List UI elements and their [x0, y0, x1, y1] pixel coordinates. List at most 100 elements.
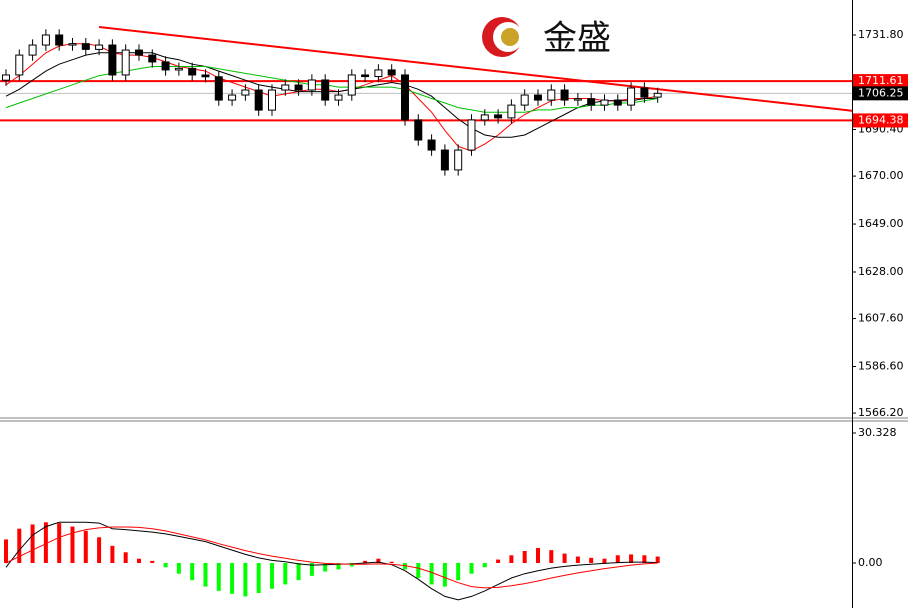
- candle-body: [321, 79, 330, 101]
- histogram-bar: [17, 528, 22, 563]
- histogram-bar: [363, 560, 368, 563]
- histogram-bar: [296, 562, 301, 581]
- candle-body: [640, 87, 649, 98]
- histogram-bar: [615, 555, 620, 563]
- histogram-bar: [589, 557, 594, 563]
- candle-body: [307, 79, 316, 91]
- candle-body: [134, 49, 143, 56]
- histogram-bar: [482, 562, 487, 568]
- candle-body: [600, 99, 609, 106]
- histogram-bar: [30, 524, 35, 563]
- candle-body: [520, 94, 529, 106]
- histogram-bar: [496, 559, 501, 563]
- histogram-bar: [509, 555, 514, 563]
- histogram-bar: [136, 558, 141, 563]
- histogram-bar: [535, 547, 540, 563]
- histogram-bar: [216, 562, 221, 591]
- candle-body: [148, 54, 157, 63]
- price-label: 1711.61: [858, 74, 904, 87]
- histogram-bar: [230, 562, 235, 594]
- histogram-bar: [575, 556, 580, 563]
- candle-body: [613, 99, 622, 106]
- histogram-bar: [336, 562, 341, 570]
- candle-body: [68, 43, 77, 46]
- y-tick-label: 30.328: [858, 426, 897, 439]
- histogram-bar: [269, 562, 274, 589]
- price-label-box: [853, 86, 908, 101]
- candle-body: [174, 67, 183, 71]
- histogram-bar: [456, 562, 461, 581]
- candle-body: [241, 89, 250, 96]
- y-tick-label: 0.00: [858, 556, 883, 569]
- candle-body: [201, 74, 210, 78]
- histogram-bar: [562, 553, 567, 563]
- histogram-bar: [429, 562, 434, 585]
- histogram-bar: [629, 554, 634, 563]
- y-tick-label: 1731.80: [858, 28, 904, 41]
- candle-body: [334, 94, 343, 101]
- histogram-bar: [283, 562, 288, 585]
- candle-body: [467, 119, 476, 151]
- price-label: 1694.38: [858, 113, 904, 126]
- candle-body: [254, 89, 263, 111]
- histogram-bar: [256, 562, 261, 593]
- histogram-bar: [323, 562, 328, 572]
- histogram-bar: [150, 560, 155, 563]
- histogram-bar: [602, 558, 607, 563]
- candle-body: [361, 74, 370, 78]
- candle-body: [81, 43, 90, 50]
- candle-body: [587, 98, 596, 106]
- candle-body: [494, 114, 503, 119]
- histogram-bar: [655, 556, 660, 563]
- price-label-box: [853, 113, 908, 128]
- candle-body: [121, 49, 130, 76]
- macd-line: [5, 526, 658, 589]
- y-tick-label: 1586.60: [858, 360, 904, 373]
- candle-body: [440, 149, 449, 171]
- histogram-bar: [70, 526, 75, 563]
- histogram-bar: [190, 562, 195, 581]
- histogram-bar: [163, 562, 168, 568]
- price-label-box: [853, 74, 908, 89]
- candle-body: [347, 74, 356, 96]
- candle-body: [533, 94, 542, 101]
- y-tick-label: 1628.00: [858, 265, 904, 278]
- y-tick-label: 1607.60: [858, 312, 904, 325]
- histogram-bar: [43, 522, 48, 563]
- candle-body: [188, 67, 197, 76]
- candle-body: [108, 44, 117, 76]
- y-tick-label: 1566.20: [858, 406, 904, 419]
- candle-body: [294, 84, 303, 91]
- candle-body: [627, 87, 636, 106]
- histogram-bar: [642, 555, 647, 563]
- histogram-bar: [416, 562, 421, 578]
- candle-body: [573, 98, 582, 101]
- histogram-bar: [469, 562, 474, 574]
- candle-body: [400, 74, 409, 121]
- histogram-bar: [110, 545, 115, 563]
- candle-body: [387, 69, 396, 76]
- histogram-bar: [83, 530, 88, 563]
- logo-text: 金盛: [543, 19, 611, 59]
- histogram-bar: [3, 539, 8, 563]
- candle-body: [1, 74, 10, 81]
- candle-body: [15, 54, 24, 76]
- candle-body: [228, 94, 237, 101]
- candle-body: [267, 89, 276, 111]
- candle-body: [28, 44, 37, 56]
- candle-body: [653, 92, 662, 98]
- candle-body: [55, 34, 64, 46]
- candle-body: [95, 44, 104, 50]
- trend-line: [98, 26, 853, 112]
- histogram-bar: [176, 562, 181, 574]
- histogram-bar: [442, 562, 447, 587]
- candle-body: [480, 114, 489, 121]
- histogram-bar: [389, 561, 394, 563]
- price-label: 1706.25: [858, 86, 904, 99]
- histogram-bar: [203, 562, 208, 587]
- histogram-bar: [376, 558, 381, 563]
- y-tick-label: 1670.00: [858, 169, 904, 182]
